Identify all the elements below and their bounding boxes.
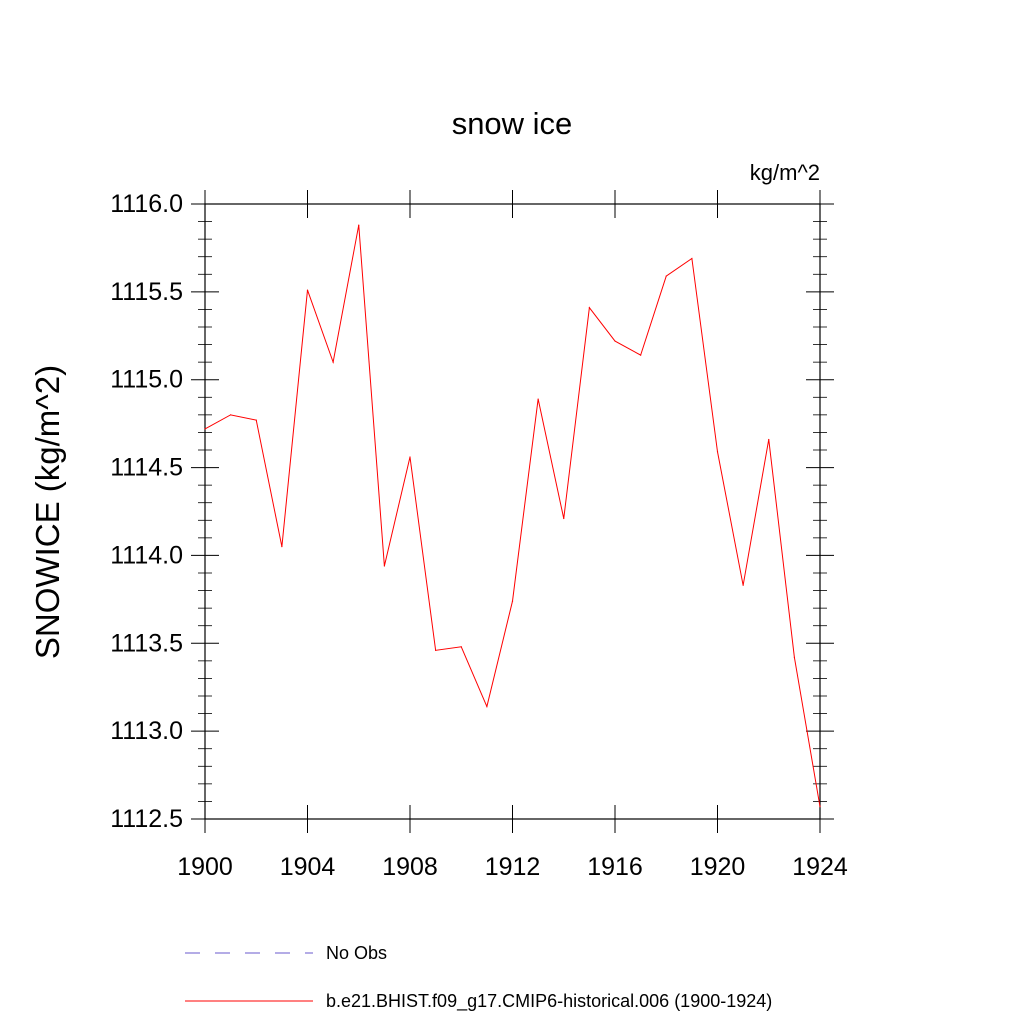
x-axis-tick-labels: 1900 1904 1908 1912 1916 1920 1924	[177, 853, 848, 881]
series-layer	[204, 224, 821, 808]
y-axis-tick-labels: 1112.5 1113.0 1113.5 1114.0 1114.5 1115.0 1115…	[110, 190, 183, 833]
data-point	[255, 419, 257, 421]
y-tick-label: 1115.0	[110, 366, 183, 394]
data-point	[537, 398, 539, 400]
legend-label-no-obs: No Obs	[326, 943, 387, 963]
x-tick-label: 1900	[177, 853, 233, 881]
y-tick-label: 1114.5	[110, 454, 183, 482]
x-tick-label: 1904	[280, 853, 336, 881]
y-axis-ticks	[191, 203, 834, 820]
data-point	[511, 600, 514, 602]
data-point	[614, 340, 616, 342]
data-point	[588, 307, 590, 309]
chart-title: snow ice	[452, 106, 573, 141]
y-tick-label: 1113.0	[110, 717, 183, 745]
x-tick-label: 1920	[690, 853, 746, 881]
data-point	[332, 361, 334, 363]
legend-label-model: b.e21.BHIST.f09_g17.CMIP6-historical.006…	[326, 991, 772, 1012]
y-tick-label: 1113.5	[110, 629, 183, 657]
data-point	[640, 354, 642, 356]
x-axis-ticks	[204, 190, 821, 833]
data-point	[819, 806, 821, 808]
y-tick-label: 1116.0	[110, 190, 183, 218]
data-point	[742, 584, 744, 586]
y-tick-label: 1115.5	[110, 278, 183, 306]
x-tick-label: 1924	[792, 853, 848, 881]
data-point	[716, 451, 719, 453]
y-axis-label: SNOWICE (kg/m^2)	[29, 365, 66, 659]
data-point	[306, 289, 309, 291]
data-point	[409, 456, 411, 458]
data-point	[793, 656, 795, 658]
x-tick-label: 1916	[587, 853, 643, 881]
data-point	[563, 517, 565, 520]
y-tick-label: 1114.0	[110, 541, 183, 569]
plot-frame	[204, 203, 821, 820]
data-point	[383, 565, 385, 567]
data-point	[204, 428, 206, 430]
data-point	[691, 257, 693, 260]
data-point	[230, 414, 232, 416]
data-point	[460, 646, 462, 648]
series-line	[204, 224, 821, 807]
data-point	[665, 275, 667, 277]
data-point	[435, 649, 437, 651]
legend: No Obs b.e21.BHIST.f09_g17.CMIP6-histori…	[185, 943, 772, 1012]
y-tick-label: 1112.5	[110, 805, 183, 833]
units-label: kg/m^2	[750, 160, 820, 185]
data-point	[486, 705, 488, 708]
x-tick-label: 1912	[485, 853, 541, 881]
data-point	[358, 224, 360, 226]
x-tick-label: 1908	[382, 853, 438, 881]
data-point	[768, 438, 770, 441]
data-point	[281, 546, 283, 548]
